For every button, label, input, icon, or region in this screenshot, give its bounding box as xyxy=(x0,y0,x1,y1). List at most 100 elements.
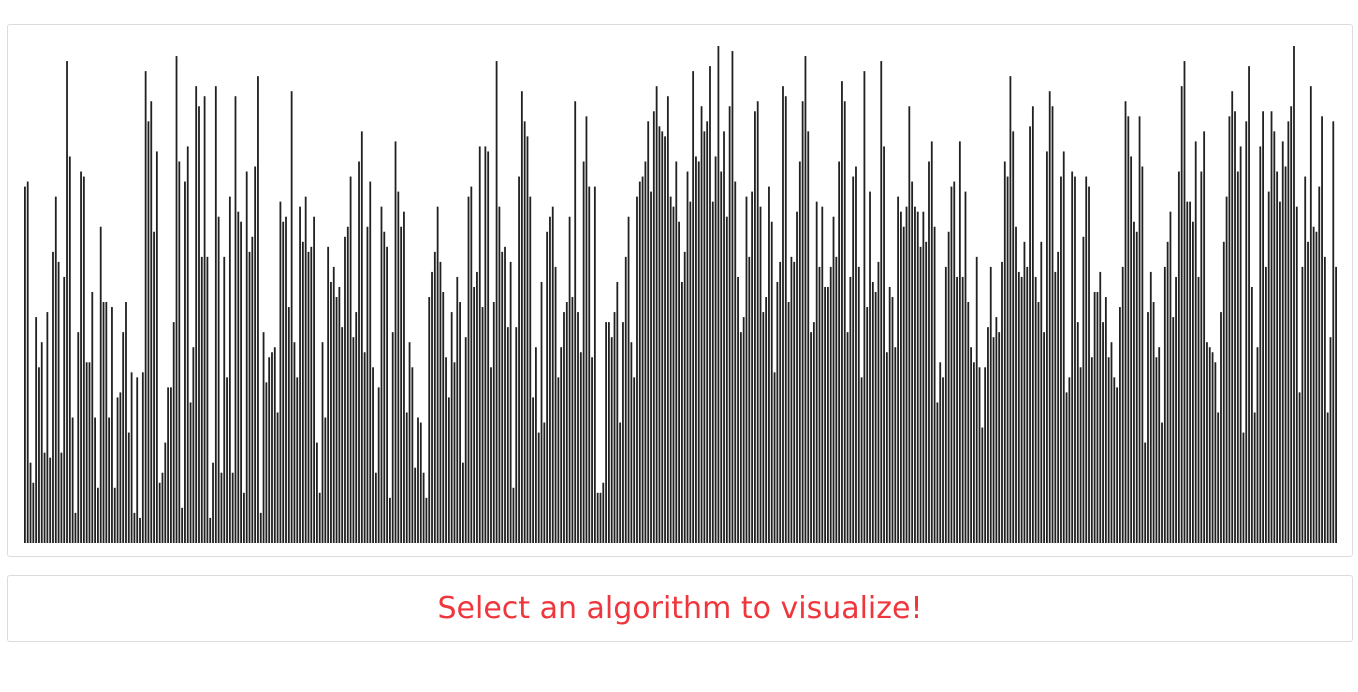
array-bar xyxy=(961,276,964,543)
array-bar xyxy=(43,452,46,543)
array-bar xyxy=(71,417,74,543)
array-bar xyxy=(720,171,723,543)
array-bar xyxy=(675,161,678,543)
array-bar xyxy=(689,201,692,543)
array-bar xyxy=(509,261,512,543)
array-bar xyxy=(812,322,815,543)
array-bar xyxy=(588,186,591,543)
array-bar xyxy=(1147,312,1149,543)
array-bar xyxy=(1051,106,1054,543)
array-bar xyxy=(1309,86,1312,543)
array-bar xyxy=(1287,121,1290,543)
array-bar xyxy=(885,352,888,543)
array-bar xyxy=(928,161,930,543)
array-bar xyxy=(695,156,697,543)
array-bar xyxy=(602,482,605,543)
array-bar xyxy=(349,176,352,543)
array-bar xyxy=(94,417,96,543)
array-bar xyxy=(1239,146,1242,543)
array-bar xyxy=(316,442,318,543)
array-bar xyxy=(1161,422,1163,543)
array-bar xyxy=(773,372,776,543)
array-bar xyxy=(206,256,209,543)
array-bar xyxy=(74,512,77,543)
array-bar xyxy=(1262,111,1264,543)
array-bar xyxy=(520,91,523,543)
array-bar xyxy=(170,387,172,543)
array-bar xyxy=(285,216,287,543)
array-bar xyxy=(254,166,257,543)
array-bar xyxy=(608,322,610,543)
array-bar xyxy=(717,46,720,543)
array-bar xyxy=(119,392,122,543)
array-bar xyxy=(585,116,588,543)
array-bar xyxy=(958,141,961,543)
array-bar xyxy=(1259,146,1262,543)
array-bar xyxy=(1214,362,1217,543)
array-bar xyxy=(102,302,105,543)
array-bar xyxy=(1200,171,1203,543)
array-bar xyxy=(327,246,330,543)
array-bar xyxy=(616,281,619,543)
array-bar xyxy=(857,266,860,543)
array-bar xyxy=(1335,266,1337,543)
array-bar xyxy=(1144,442,1147,543)
array-bar xyxy=(568,216,571,543)
array-bar xyxy=(346,226,349,543)
array-bar xyxy=(706,121,709,543)
array-bar xyxy=(888,286,891,543)
array-bar xyxy=(1332,121,1335,543)
array-bar xyxy=(1211,352,1214,543)
array-bar xyxy=(1248,66,1250,543)
array-bar xyxy=(549,216,551,543)
array-bar xyxy=(456,276,459,543)
array-bar xyxy=(697,161,700,543)
array-bar xyxy=(467,196,470,543)
array-bar xyxy=(88,362,91,543)
array-bar xyxy=(487,151,490,543)
array-bar xyxy=(829,266,832,543)
array-bar xyxy=(330,281,332,543)
array-bar xyxy=(228,196,231,543)
array-bar xyxy=(518,176,520,543)
array-bar xyxy=(1220,312,1222,543)
array-bar xyxy=(248,251,251,543)
array-bar xyxy=(787,302,790,543)
array-bar xyxy=(237,211,240,543)
array-bar xyxy=(734,181,737,543)
array-bar xyxy=(1265,266,1267,543)
array-bar xyxy=(1203,131,1206,543)
array-bar xyxy=(203,96,206,543)
array-bar xyxy=(1298,392,1301,543)
array-bar xyxy=(167,387,169,543)
array-bar xyxy=(433,251,436,543)
array-bar xyxy=(1225,196,1228,543)
array-bar xyxy=(77,332,80,543)
array-bar xyxy=(855,166,857,543)
array-bar xyxy=(1071,171,1074,543)
array-bar xyxy=(843,101,846,543)
array-bar xyxy=(108,417,111,543)
array-bar xyxy=(506,327,509,543)
array-bar xyxy=(453,362,456,543)
array-bar xyxy=(810,332,812,543)
array-bar xyxy=(1250,286,1253,543)
array-bar xyxy=(563,312,565,543)
array-bar xyxy=(1031,106,1034,543)
array-bar xyxy=(610,337,613,543)
array-bar xyxy=(310,246,313,543)
array-bar xyxy=(127,432,130,543)
array-bar xyxy=(271,352,273,543)
array-bar xyxy=(650,191,652,543)
array-bar xyxy=(1326,412,1329,543)
array-bar xyxy=(358,161,360,543)
array-bar xyxy=(1110,342,1113,543)
array-bar xyxy=(296,377,299,543)
array-bar xyxy=(332,266,335,543)
array-bar xyxy=(195,86,198,543)
array-bar xyxy=(324,417,327,543)
array-bar xyxy=(900,211,902,543)
array-bar xyxy=(804,56,807,543)
array-bar xyxy=(1119,307,1121,543)
array-bar xyxy=(1121,266,1124,543)
